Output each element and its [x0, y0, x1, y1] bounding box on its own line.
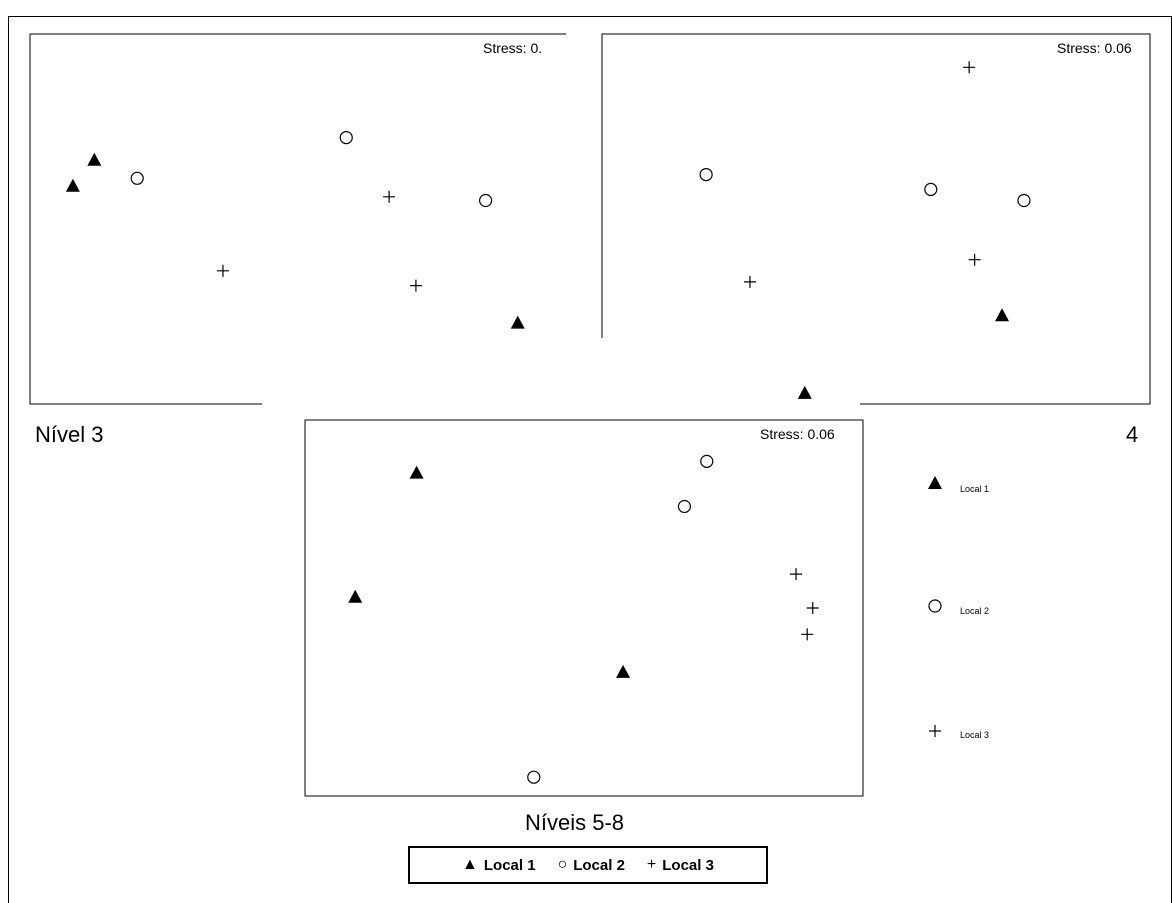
- legend-label-local-2: Local 2: [573, 856, 625, 874]
- side-legend: Local 1 Local 2 Local 3: [928, 476, 989, 740]
- point-plus-s3-3: [801, 628, 814, 641]
- legend-label-local-3: Local 3: [662, 856, 714, 874]
- panel-nivel-3: Stress: 0. Nível 3: [29, 33, 566, 447]
- legend-circle-icon: ○: [557, 856, 568, 873]
- side-legend-item-local-1: Local 1: [928, 476, 989, 494]
- panel-nivel-3-title: Nível 3: [35, 422, 103, 447]
- point-plus-s3-2: [383, 190, 396, 203]
- point-circle-s2-3: [479, 193, 493, 208]
- panel-nivel-3-marks: [65, 131, 525, 329]
- point-circle-s2-3: [527, 770, 541, 784]
- legend-item-local-2: ○ Local 2: [558, 856, 625, 874]
- triangle-marker: [928, 476, 942, 489]
- legend-box: ▲ Local 1 ○ Local 2 + Local 3: [408, 846, 768, 884]
- point-triangle-s1-1: [65, 178, 80, 192]
- point-triangle-s1-1: [797, 385, 812, 399]
- point-triangle-s1-3: [616, 664, 631, 678]
- point-triangle-s1-1: [409, 465, 424, 479]
- point-plus-s3-2: [968, 253, 981, 266]
- panel-nivel-4-marks: [699, 61, 1031, 399]
- point-circle-s2-2: [924, 182, 938, 196]
- point-circle-s2-2: [677, 499, 692, 514]
- legend-triangle-icon: ▲: [462, 856, 478, 873]
- legend-item-local-1: ▲ Local 1: [462, 856, 536, 874]
- panel-nivel-3-left-border: [29, 34, 262, 405]
- side-legend-plus-icon: [929, 725, 941, 737]
- point-plus-s3-3: [963, 61, 976, 74]
- point-plus-s3-1: [790, 568, 803, 581]
- point-plus-s3-1: [743, 275, 756, 288]
- point-triangle-s1-3: [510, 315, 525, 329]
- panel-nivel-4-title: 4: [1126, 422, 1138, 447]
- point-plus-s3-1: [216, 264, 229, 277]
- panel-niveis-5-8: Stress: 0.06 Níveis 5-8: [304, 419, 864, 835]
- side-legend-triangle-icon: [928, 476, 942, 489]
- legend-plus-icon: +: [646, 856, 657, 873]
- point-circle-s2-1: [699, 168, 713, 182]
- point-triangle-s1-2: [348, 589, 363, 603]
- panel-nivel-4-border: [601, 33, 1151, 405]
- panel-niveis-5-8-border: [304, 419, 864, 797]
- panel-nivel-4: Stress: 0.06 4: [601, 33, 1151, 447]
- panel-niveis-5-8-title: Níveis 5-8: [525, 810, 624, 835]
- legend-label-local-1: Local 1: [483, 856, 536, 874]
- point-triangle-s1-2: [995, 308, 1010, 322]
- point-circle-s2-3: [1017, 193, 1031, 208]
- panel-nivel-3-plot-area: [30, 34, 566, 404]
- panel-nivel-3-stress: Stress: 0.: [483, 40, 542, 56]
- point-circle-s2-1: [700, 454, 714, 468]
- panel-niveis-5-8-marks: [348, 454, 819, 784]
- panel-nivel-4-stress: Stress: 0.06: [1057, 40, 1132, 56]
- side-legend-item-local-2: Local 2: [928, 599, 989, 616]
- side-legend-label-local-3: Local 3: [960, 730, 989, 740]
- point-circle-s2-2: [339, 131, 353, 145]
- panel-nivel-4-plot-area: [602, 34, 1150, 404]
- point-plus-s3-2: [806, 602, 819, 614]
- panel-niveis-5-8-stress: Stress: 0.06: [760, 426, 835, 442]
- side-legend-label-local-1: Local 1: [960, 484, 989, 494]
- point-plus-s3-3: [409, 279, 422, 292]
- point-circle-s2-1: [130, 171, 144, 185]
- side-legend-item-local-3: Local 3: [929, 725, 989, 740]
- circle-marker: [928, 599, 942, 613]
- side-legend-label-local-2: Local 2: [960, 606, 989, 616]
- plus-marker: [929, 725, 941, 737]
- legend-item-local-3: + Local 3: [647, 856, 714, 874]
- point-triangle-s1-2: [87, 152, 102, 166]
- side-legend-circle-icon: [928, 599, 942, 613]
